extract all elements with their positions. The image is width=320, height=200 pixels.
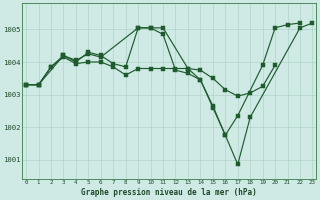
X-axis label: Graphe pression niveau de la mer (hPa): Graphe pression niveau de la mer (hPa): [81, 188, 257, 197]
